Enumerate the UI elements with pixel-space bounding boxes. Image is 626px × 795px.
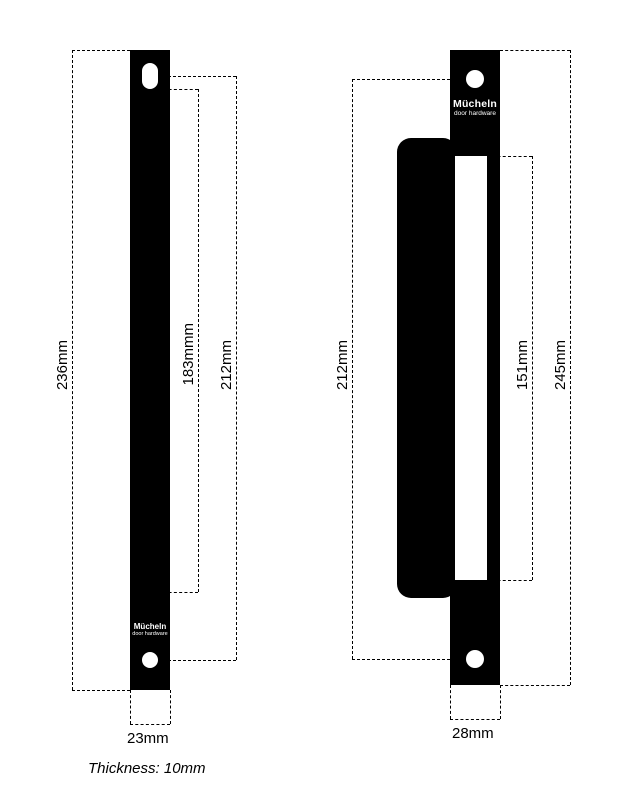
part-a-bottom-hole	[142, 652, 158, 668]
dimline	[450, 685, 451, 719]
dimline	[130, 690, 131, 724]
part-b-top-hole	[466, 70, 484, 88]
dim-part-a-hole-span: 212mm	[218, 340, 235, 390]
dimline	[198, 89, 199, 592]
dim-part-b-height: 245mm	[552, 340, 569, 390]
part-b-brand: Mücheln door hardware	[450, 98, 500, 117]
dim-part-b-width: 28mm	[452, 725, 494, 742]
dimline	[170, 690, 171, 724]
drawing-canvas: Mücheln door hardware 236mm 183mmm 212mm…	[0, 0, 626, 795]
dimline	[352, 79, 353, 659]
brand-sub: door hardware	[450, 110, 500, 117]
dimline	[130, 724, 170, 725]
brand-name: Mücheln	[450, 98, 500, 110]
brand-sub: door hardware	[130, 631, 170, 637]
part-b-extension	[397, 138, 457, 598]
part-a-top-slot	[142, 63, 158, 89]
part-a-brand: Mücheln door hardware	[130, 622, 170, 637]
dimline	[158, 660, 236, 661]
dimline	[72, 50, 130, 51]
dim-part-a-height: 236mm	[54, 340, 71, 390]
dim-part-b-cutout-span: 151mm	[514, 340, 531, 390]
dim-part-a-width: 23mm	[127, 730, 169, 747]
dimline	[158, 592, 198, 593]
part-a-plate	[130, 50, 170, 690]
dimline	[158, 89, 198, 90]
dimline	[487, 580, 532, 581]
part-b-cutout	[455, 156, 487, 580]
dimline	[487, 156, 532, 157]
dimline	[532, 156, 533, 580]
dimline	[570, 50, 571, 685]
brand-name: Mücheln	[130, 622, 170, 631]
dim-part-a-slot-span: 183mmm	[180, 323, 197, 386]
dimline	[500, 50, 570, 51]
dimline	[500, 685, 501, 719]
dimline	[236, 76, 237, 660]
thickness-note: Thickness: 10mm	[88, 760, 206, 777]
dimline	[72, 50, 73, 690]
dimline	[352, 79, 450, 80]
dimline	[500, 685, 570, 686]
dimline	[352, 659, 450, 660]
dimline	[72, 690, 130, 691]
part-b-bottom-hole	[466, 650, 484, 668]
dim-part-b-hole-span: 212mm	[334, 340, 351, 390]
dimline	[158, 76, 236, 77]
dimline	[450, 719, 500, 720]
